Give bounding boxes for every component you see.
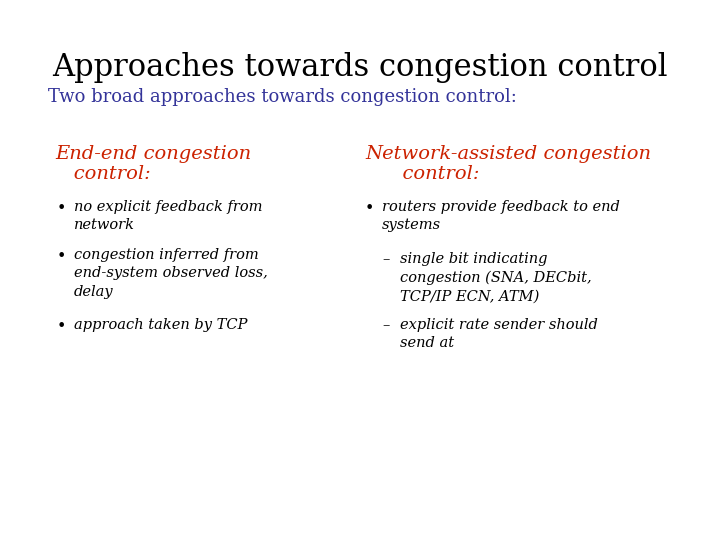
Text: explicit rate sender should
send at: explicit rate sender should send at: [400, 318, 598, 350]
Text: •: •: [57, 318, 66, 335]
Text: no explicit feedback from
network: no explicit feedback from network: [74, 200, 263, 232]
Text: •: •: [57, 200, 66, 217]
Text: •: •: [365, 200, 374, 217]
Text: control:: control:: [55, 165, 150, 183]
Text: –: –: [382, 318, 390, 332]
Text: End-end congestion: End-end congestion: [55, 145, 251, 163]
Text: Approaches towards congestion control: Approaches towards congestion control: [53, 52, 667, 83]
Text: congestion inferred from
end-system observed loss,
delay: congestion inferred from end-system obse…: [74, 248, 268, 299]
Text: –: –: [382, 252, 390, 266]
Text: Two broad approaches towards congestion control:: Two broad approaches towards congestion …: [48, 88, 517, 106]
Text: single bit indicating
congestion (SNA, DECbit,
TCP/IP ECN, ATM): single bit indicating congestion (SNA, D…: [400, 252, 592, 303]
Text: approach taken by TCP: approach taken by TCP: [74, 318, 248, 332]
Text: control:: control:: [365, 165, 480, 183]
Text: Network-assisted congestion: Network-assisted congestion: [365, 145, 651, 163]
Text: •: •: [57, 248, 66, 265]
Text: routers provide feedback to end
systems: routers provide feedback to end systems: [382, 200, 620, 232]
